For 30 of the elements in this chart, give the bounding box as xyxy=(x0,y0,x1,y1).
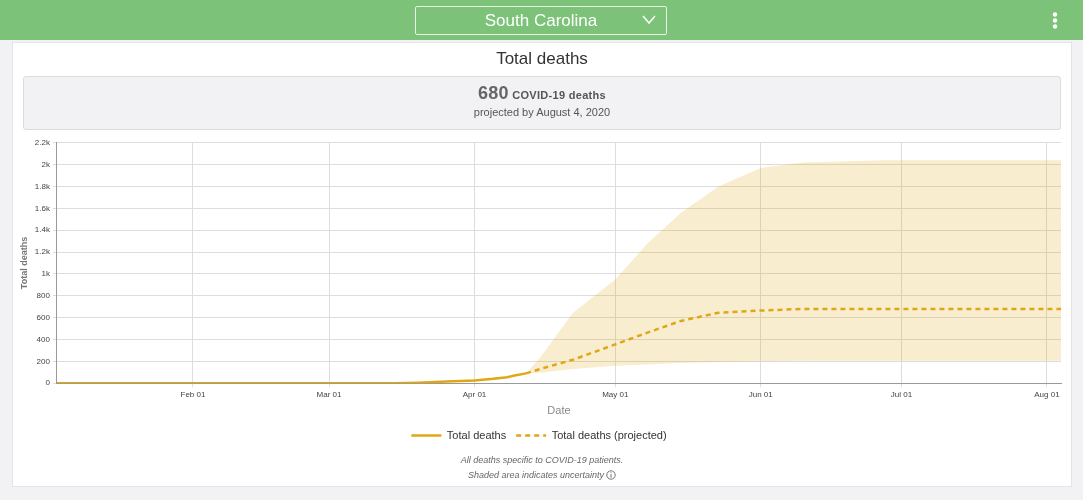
y-tick-label: 600 xyxy=(36,312,51,322)
y-tick-label: 200 xyxy=(36,356,51,366)
text: Shaded area indicates uncertainty xyxy=(467,470,605,480)
y-tick-label: 1.6k xyxy=(34,203,51,213)
x-tick-label: Jul 01 xyxy=(890,390,913,400)
chart-title: Total deaths xyxy=(495,49,589,69)
y-tick-label: 800 xyxy=(36,290,51,300)
y-tick-label: 400 xyxy=(36,334,51,344)
text: COVID-19 deaths xyxy=(512,89,607,101)
x-tick-label: May 01 xyxy=(602,390,629,400)
text: All deaths specific to COVID-19 patients. xyxy=(459,454,625,467)
x-tick-label: Feb 01 xyxy=(180,390,206,400)
y-axis-title: Total deaths xyxy=(18,236,29,290)
y-tick-label: 0 xyxy=(45,378,51,388)
text: South Carolina xyxy=(484,11,598,30)
y-tick-label: 1k xyxy=(41,269,51,279)
x-tick-label: Apr 01 xyxy=(462,390,487,400)
x-tick-label: Mar 01 xyxy=(316,390,343,400)
y-tick-label: 2.2k xyxy=(34,138,51,147)
text: 680 xyxy=(477,83,509,103)
y-tick-label: 1.8k xyxy=(34,181,51,191)
legend-label: Total deaths (projected) xyxy=(551,428,667,441)
y-tick-label: 1.2k xyxy=(34,247,51,257)
x-tick-label: Aug 01 xyxy=(1034,390,1061,400)
y-tick-label: 1.4k xyxy=(34,225,51,235)
x-tick-label: Jun 01 xyxy=(748,390,774,400)
y-tick-label: 2k xyxy=(41,159,51,169)
x-axis-title: Date xyxy=(547,404,571,417)
legend-label: Total deaths xyxy=(446,428,507,441)
text: projected by August 4, 2020 xyxy=(472,106,612,118)
